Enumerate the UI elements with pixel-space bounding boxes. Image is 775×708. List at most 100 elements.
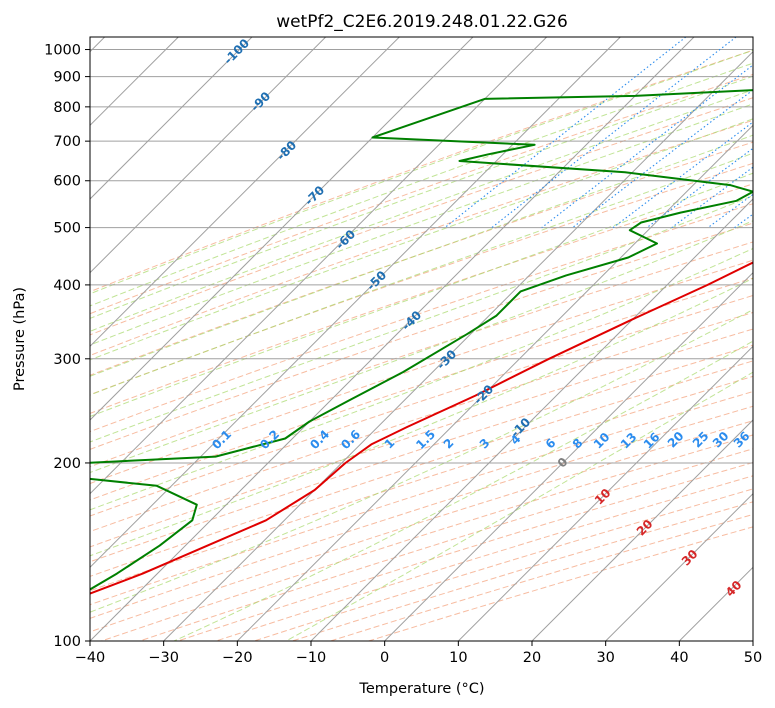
isotherm-line [236, 124, 753, 641]
dry-adiabat-line [368, 526, 753, 641]
dry-adiabat-line [90, 73, 753, 315]
isotherm-line [384, 271, 753, 641]
dry-adiabat-line [90, 294, 753, 517]
isotherm-line [752, 640, 753, 641]
x-tick-label: 30 [596, 650, 614, 666]
mixing-ratio-label: 13 [618, 430, 640, 452]
y-tick-label: 400 [53, 278, 81, 294]
moist-adiabat-line [90, 75, 753, 319]
moist-adiabat-label: -40 [399, 308, 424, 333]
y-axis-label: Pressure (hPa) [12, 287, 28, 391]
dewpoint-profile-line [90, 89, 753, 591]
isotherm-line [90, 37, 327, 274]
isotherm-line [310, 198, 753, 641]
dry-adiabat-line [90, 183, 753, 414]
y-tick-label: 200 [53, 456, 81, 472]
chart-title: wetPf2_C2E6.2019.248.01.22.G26 [276, 12, 568, 32]
mixing-ratio-label: 8 [570, 436, 586, 452]
dry-adiabat-line [101, 434, 753, 641]
dry-adiabat-line [90, 391, 753, 606]
x-tick-label: −20 [222, 650, 253, 666]
moist-adiabat-line [90, 247, 753, 511]
y-tick-label: 600 [53, 174, 81, 190]
axis-ticks: −40 −30 −20 −10 0 10 20 30 40 5010020030040050060… [44, 43, 762, 666]
mixing-ratio-label: 1 [382, 436, 398, 452]
x-tick-label: −10 [296, 650, 327, 666]
dry-adiabat-line [90, 97, 753, 336]
dry-adiabat-line [90, 162, 753, 396]
moist-adiabat-label: -80 [274, 138, 299, 163]
moist-adiabat-line [90, 118, 753, 361]
moist-adiabat-line [90, 62, 753, 307]
mixing-ratio-label: 36 [731, 429, 753, 451]
isotherm-line [531, 419, 753, 641]
x-tick-label: 40 [670, 650, 688, 666]
moist-adiabat-line [285, 371, 753, 641]
y-tick-label: 100 [53, 634, 81, 650]
x-tick-label: 10 [449, 650, 467, 666]
plot-frame [89, 36, 754, 642]
moist-adiabat-line [173, 340, 753, 641]
dry-adiabat-line [90, 203, 753, 433]
mixing-ratio-label: 0.6 [338, 427, 363, 452]
moist-adiabat-line [90, 49, 753, 295]
moist-adiabat-line [90, 277, 753, 557]
temperature-profile-line [90, 261, 753, 595]
mixing-ratio-label: 25 [690, 429, 712, 451]
mixing-ratio-line [541, 64, 753, 229]
mixing-ratio-line [671, 166, 753, 229]
mixing-ratio-line [572, 89, 753, 229]
background-lines [90, 37, 753, 641]
dry-adiabat-line [90, 328, 753, 548]
dry-adiabat-line [90, 360, 753, 577]
x-tick-label: −30 [148, 650, 179, 666]
dry-adiabat-line [90, 141, 753, 376]
isotherm-line [163, 50, 753, 641]
dry-adiabat-line [90, 49, 753, 293]
y-tick-label: 1000 [44, 43, 81, 59]
isotherm-line [90, 37, 548, 495]
moist-adiabat-line [90, 172, 753, 418]
y-tick-label: 700 [53, 134, 81, 150]
x-tick-label: 50 [744, 650, 762, 666]
y-tick-label: 800 [53, 100, 81, 116]
isotherm-line [457, 345, 753, 641]
isotherm-line [90, 37, 621, 569]
dry-adiabat-line [90, 241, 753, 468]
y-tick-label: 900 [53, 70, 81, 86]
dry-adiabat-line [90, 259, 753, 485]
sounding-lines [90, 89, 753, 595]
isotherm-line [90, 37, 400, 348]
moist-adiabat-label: -60 [333, 227, 358, 252]
mixing-ratio-label: 10 [591, 430, 613, 452]
dry-adiabat-line [90, 119, 753, 356]
dry-adiabat-line [330, 513, 753, 641]
isotherm-line [605, 492, 753, 641]
mixing-ratio-label: 0.1 [209, 427, 234, 452]
x-tick-label: 0 [380, 650, 389, 666]
mixing-ratio-label: 1.5 [413, 427, 438, 452]
x-tick-label: −40 [75, 650, 106, 666]
y-tick-label: 300 [53, 352, 81, 368]
moist-adiabat-line [90, 220, 753, 474]
x-axis-label: Temperature (°C) [358, 681, 484, 697]
moist-adiabat-line [90, 152, 753, 396]
mixing-ratio-label: 0.2 [257, 427, 282, 452]
isotherm-line [90, 37, 695, 641]
moist-adiabat-line [90, 195, 753, 443]
dry-adiabat-line [90, 375, 753, 592]
mixing-ratio-label: 6 [543, 436, 559, 452]
dry-adiabat-line [90, 222, 753, 450]
dry-adiabat-line [90, 344, 753, 563]
isotherm-line [90, 37, 253, 200]
mixing-ratio-label: 3 [477, 436, 493, 452]
moist-adiabat-line [90, 134, 753, 377]
dry-adiabat-label: 40 [723, 578, 745, 600]
moist-adiabat-line [90, 309, 753, 613]
moist-adiabat-line [90, 103, 753, 346]
dry-adiabat-line [90, 311, 753, 533]
mixing-ratio-line [612, 121, 753, 229]
moist-adiabat-line [90, 89, 753, 332]
x-tick-label: 20 [523, 650, 541, 666]
